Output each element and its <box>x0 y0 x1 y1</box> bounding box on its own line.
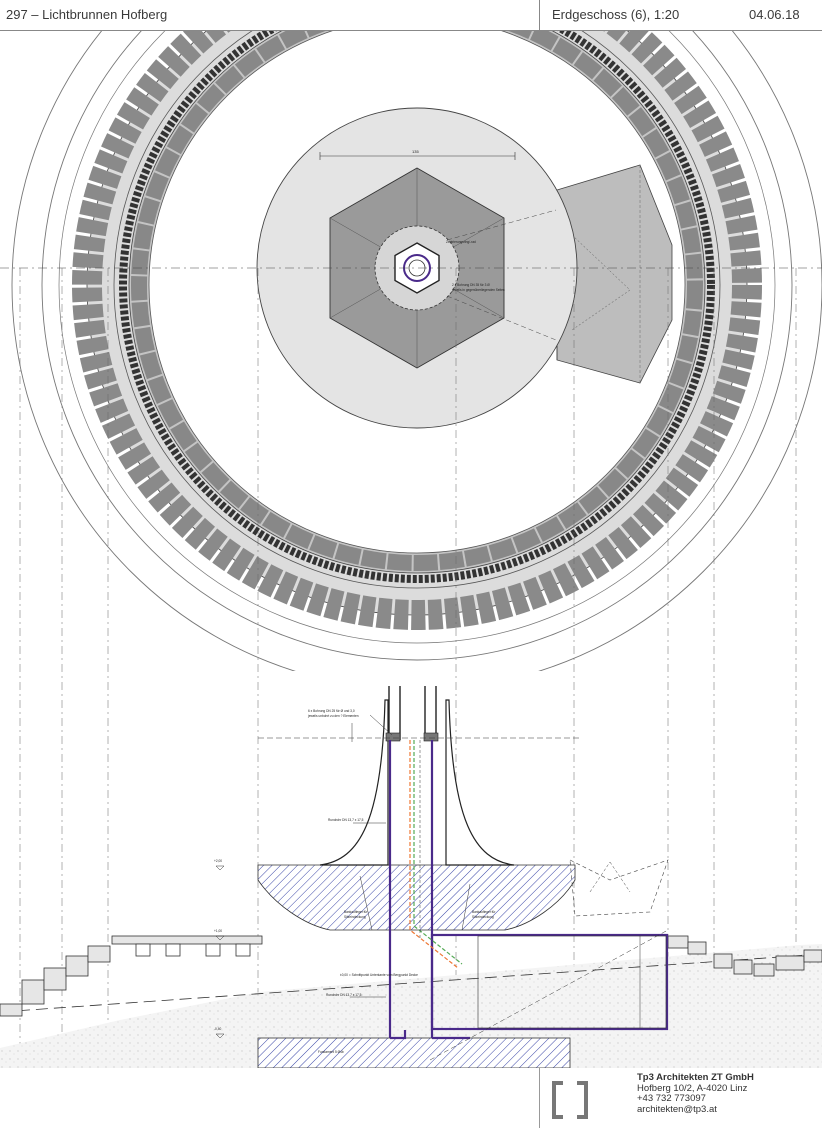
green-line <box>413 740 463 965</box>
small-block-ring <box>119 31 715 583</box>
footer-separator <box>539 1068 540 1128</box>
project-title: 297 – Lichtbrunnen Hofberg <box>6 7 168 22</box>
schnitt-label: ±0,00 = Schnittpunkt Unterkante vom Berg… <box>340 973 418 977</box>
company-logo <box>552 1081 588 1119</box>
gravel-bed <box>0 944 822 1068</box>
bowl-concrete <box>257 864 576 931</box>
foundation-label: Fundament 5 Ø4b <box>318 1050 344 1054</box>
label-rohr-lower: Rundrohr DN 13,7 x 17,5 <box>326 993 362 997</box>
company-address: Hofberg 10/2, A-4020 Linz <box>637 1082 748 1094</box>
architectural-drawing: 135 Zentrierungsring/-rad 2 x Bohrung DN… <box>0 31 822 1068</box>
label-rohr-upper: Rundrohr DN 13,7 x 17,5 <box>328 818 364 822</box>
slope-line <box>0 953 822 1013</box>
purple-pipes <box>388 740 669 1040</box>
paver-blocks <box>72 31 762 630</box>
bench-outline <box>569 859 669 917</box>
hex-frame <box>394 242 440 294</box>
paver-inner-edge <box>113 31 721 589</box>
title-bar: 297 – Lichtbrunnen Hofberg Erdgeschoss (… <box>0 0 822 31</box>
section-label-top: 6 x Bohrung DN 25 für Ø und 3,0 <box>308 709 355 713</box>
plan-label-1: Zentrierungsring/-rad <box>446 240 476 244</box>
company-info: Tp3 Architekten ZT GmbH Hofberg 10/2, A-… <box>637 1072 754 1115</box>
flare-left <box>319 699 389 866</box>
title-divider <box>539 0 540 30</box>
plan-title: Erdgeschoss (6), 1:20 <box>552 7 680 22</box>
bank-right-label-2: Sitzeindeckung <box>472 915 494 919</box>
outer-ring-3 <box>58 31 776 644</box>
left-slab <box>111 935 263 945</box>
footer: Tp3 Architekten ZT GmbH Hofberg 10/2, A-… <box>0 1068 822 1128</box>
step-blocks-right <box>667 935 822 977</box>
bank-right-label: Bankaufleger für <box>472 910 496 914</box>
plan-view: 135 Zentrierungsring/-rad 2 x Bohrung DN… <box>0 31 822 671</box>
step-blocks-left <box>0 945 111 1017</box>
dimension-label: 135 <box>412 149 419 154</box>
plan-label-2: 2 x Bohrung DN 35 für 3 Ø <box>452 283 490 287</box>
bank-left-label-2: Sitzeindeckung <box>344 915 366 919</box>
level-2: +1,00 <box>214 929 222 933</box>
company-email[interactable]: architekten@tp3.at <box>637 1103 717 1115</box>
plan-date: 04.06.18 <box>749 7 800 22</box>
inner-slabs <box>131 31 703 571</box>
outer-ring-1 <box>11 31 822 671</box>
bank-left-label: Bankaufleger für <box>344 910 368 914</box>
plan-label-3: jeweils in gegenüberliegenden Seiten <box>451 288 505 292</box>
orange-line <box>409 740 459 969</box>
outer-ring-2 <box>41 31 793 661</box>
foundation <box>257 1037 571 1068</box>
flare-right <box>445 699 515 866</box>
company-name: Tp3 Architekten ZT GmbH <box>637 1072 754 1083</box>
level-1: +2,00 <box>214 859 222 863</box>
section-view: Fundament 5 Ø4b <box>0 686 822 1068</box>
level-3: -0,40 <box>214 1027 221 1031</box>
company-phone: +43 732 773097 <box>637 1093 706 1104</box>
section-label-top-2: jeweils unbohrt zu den ? Elementen <box>307 714 359 718</box>
